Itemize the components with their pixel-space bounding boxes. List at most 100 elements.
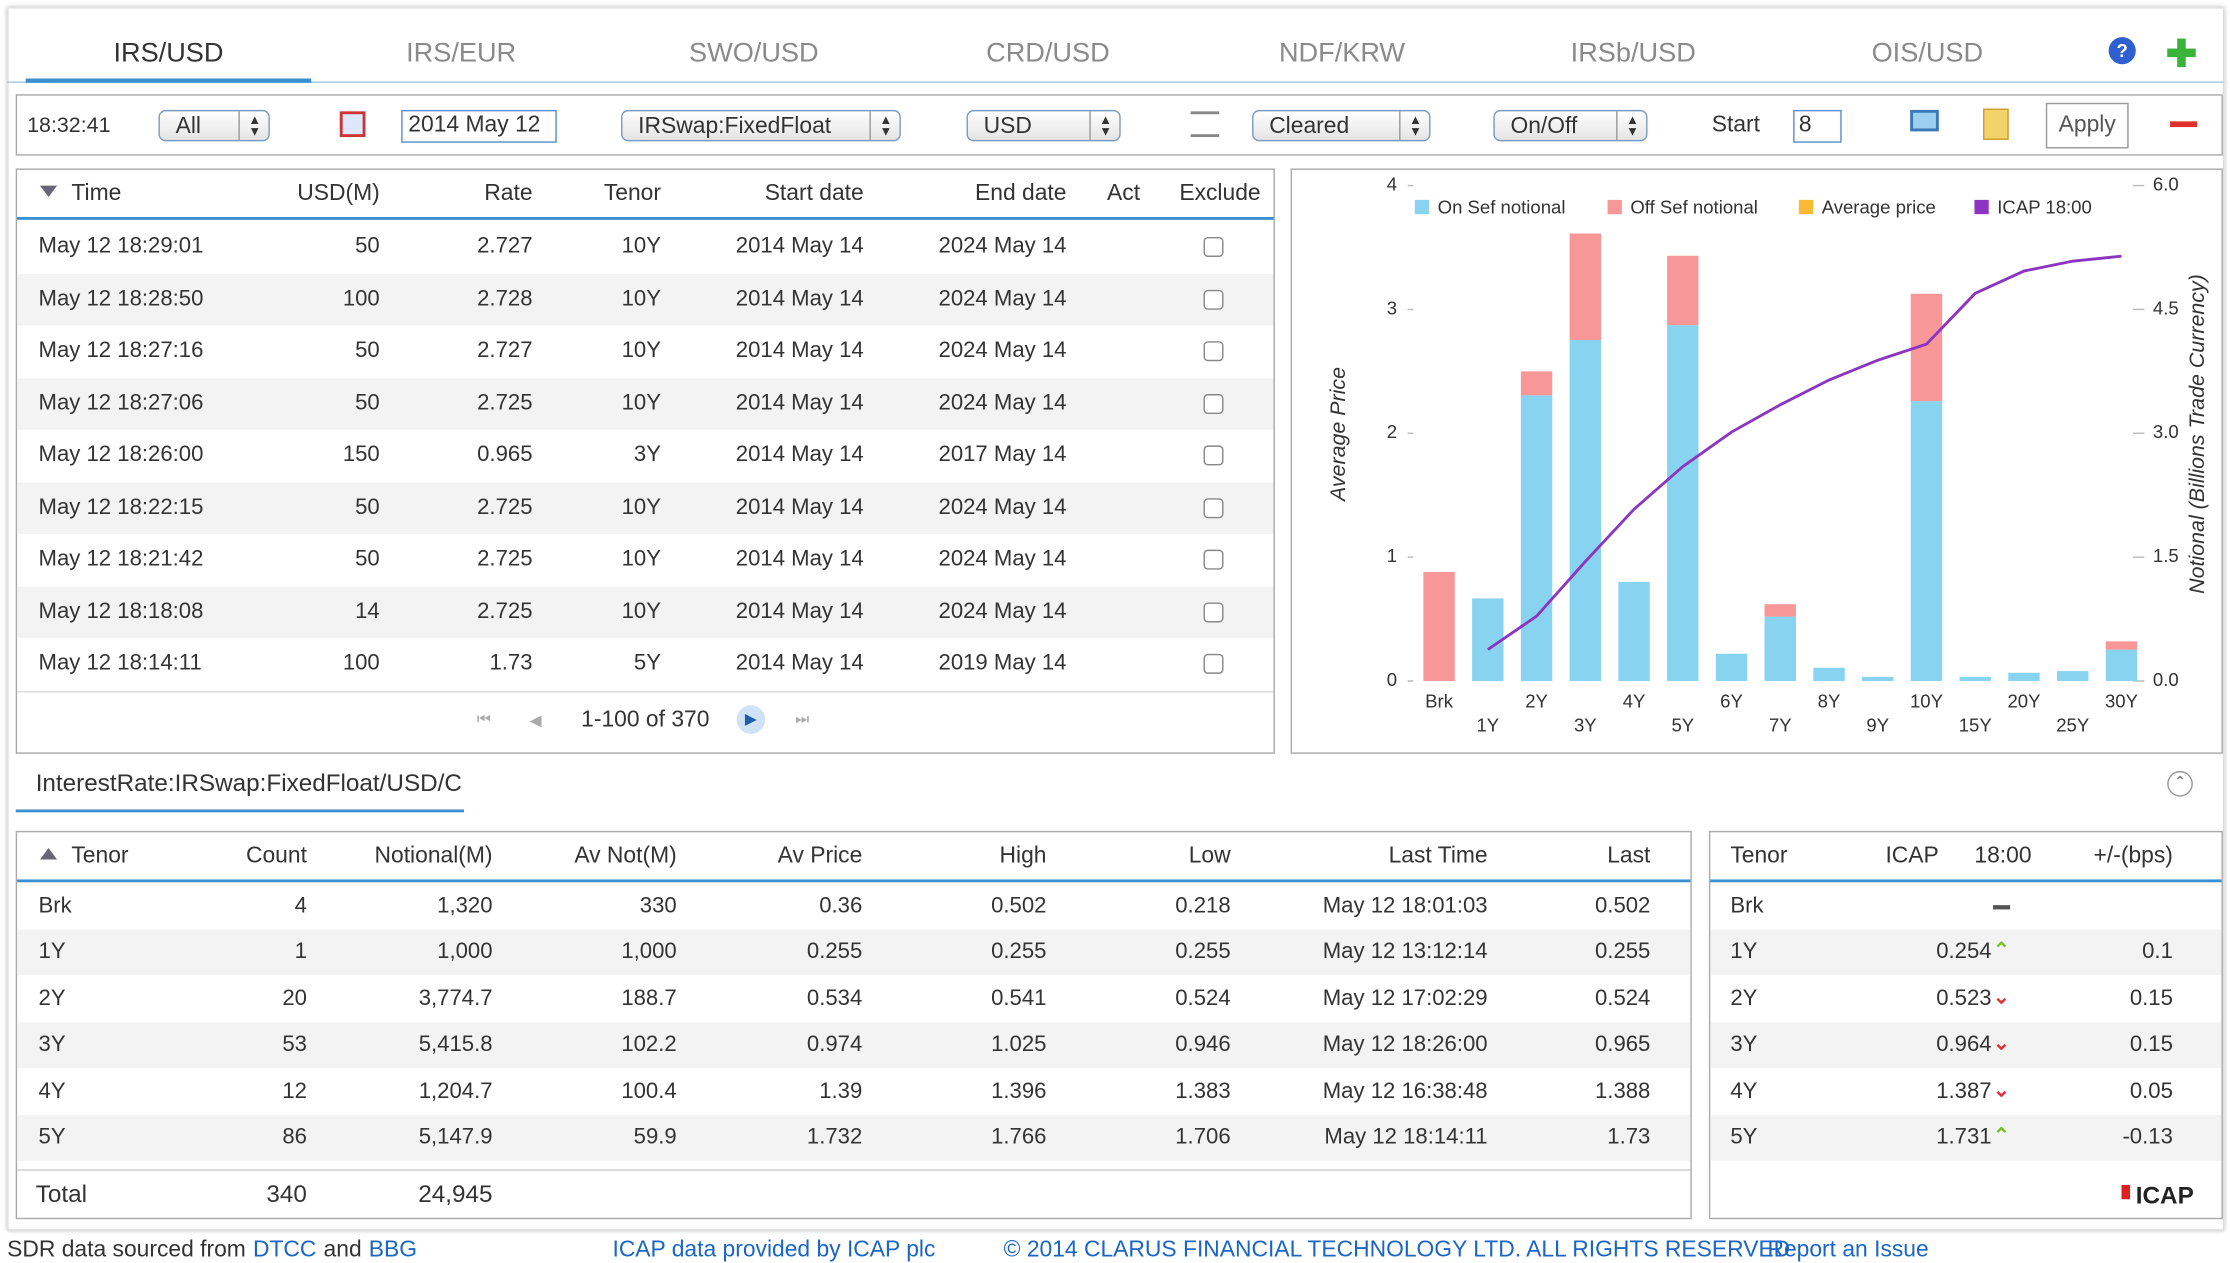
cell: 2017 May 14 (938, 442, 1067, 467)
last-page[interactable]: ⏭ (795, 710, 810, 729)
footer-text[interactable]: DTCC (252, 1237, 317, 1263)
exclude-checkbox[interactable] (1203, 497, 1224, 518)
subtitle-underline (15, 809, 464, 813)
bar (2057, 671, 2089, 681)
select-arrow (1399, 111, 1401, 140)
footer-link[interactable]: Report an Issue (1767, 1237, 1929, 1263)
prev-page[interactable]: ◀ (529, 712, 542, 730)
note-icon[interactable] (1983, 108, 2009, 140)
exclude-checkbox[interactable] (1203, 236, 1224, 257)
tab[interactable]: NDF/KRW (1278, 38, 1406, 69)
tab[interactable]: CRD/USD (986, 38, 1110, 69)
footer-text[interactable]: BBG (368, 1237, 418, 1263)
column-header: Av Price (777, 843, 863, 869)
cell: 3Y (38, 1032, 66, 1057)
tab[interactable]: OIS/USD (1871, 38, 1984, 69)
start-input[interactable] (1793, 109, 1842, 143)
x-tick-label: 9Y (1866, 715, 1889, 736)
exclude-checkbox[interactable] (1203, 601, 1224, 622)
cell: 0.255 (806, 939, 863, 965)
cell: 0.964 (1936, 1032, 1992, 1057)
cell: 1.732 (806, 1124, 863, 1150)
exclude-checkbox[interactable] (1203, 341, 1224, 362)
y2-tick-label: 4.5 (2153, 297, 2179, 318)
cell: May 12 18:18:08 (38, 598, 204, 624)
cell: 2024 May 14 (938, 546, 1067, 572)
tab[interactable]: IRSb/USD (1570, 38, 1696, 69)
select[interactable] (1252, 109, 1431, 142)
filter-icon[interactable] (1190, 111, 1220, 138)
select-value[interactable]: All (175, 114, 201, 139)
select-arrow (238, 111, 240, 140)
row-stripe (17, 377, 1274, 430)
cell: May 12 18:29:01 (38, 234, 204, 259)
trend-arrow: ⌃ (1993, 938, 2010, 962)
select[interactable] (621, 109, 901, 142)
select[interactable] (966, 109, 1121, 142)
header-rule (17, 879, 1691, 883)
cell: 0.15 (2129, 1032, 2173, 1057)
cell: 1,000 (621, 939, 677, 965)
cell: 330 (639, 893, 677, 918)
row-stripe (17, 273, 1274, 325)
select[interactable] (158, 109, 270, 142)
select-value[interactable]: USD (983, 114, 1032, 139)
select-value[interactable]: IRSwap:FixedFloat (638, 114, 832, 139)
y-tick-label: 0 (1387, 669, 1397, 690)
cell: 10Y (621, 598, 662, 624)
frame (7, 7, 2225, 1231)
apply-button[interactable] (2045, 102, 2129, 149)
remove-icon[interactable] (2170, 121, 2198, 128)
date-value[interactable]: 2014 May 12 (408, 112, 541, 138)
footer-text: © 2014 CLARUS FINANCIAL TECHNOLOGY LTD. … (1003, 1237, 1791, 1263)
cell: 1,320 (437, 893, 493, 918)
select-caret: ▲ ▼ (1409, 112, 1422, 139)
cell: 2Y (1730, 986, 1758, 1011)
bar (1764, 616, 1796, 681)
bar (1569, 233, 1602, 340)
x-tick-label: 3Y (1574, 715, 1597, 736)
cell: 100.4 (621, 1078, 677, 1104)
select-value[interactable]: Cleared (1269, 114, 1350, 139)
cell: May 12 18:01:03 (1322, 893, 1488, 918)
bar (2105, 641, 2138, 650)
bar (1764, 604, 1796, 617)
header-rule (1710, 879, 2222, 883)
bar (1618, 581, 1650, 681)
first-page[interactable]: ⏮ (476, 710, 491, 729)
cell: 2024 May 14 (938, 494, 1067, 519)
date-input[interactable] (401, 109, 557, 143)
header-rule (17, 217, 1274, 220)
total-cell: 24,945 (418, 1180, 493, 1208)
add-icon[interactable] (2167, 38, 2196, 68)
select-value[interactable]: On/Off (1510, 114, 1578, 139)
pager-rule (17, 690, 1274, 693)
x-tick-label: 20Y (2007, 690, 2040, 711)
no-value (1993, 905, 2011, 910)
tab[interactable]: SWO/USD (689, 38, 819, 69)
cell: 0.255 (991, 939, 1047, 965)
exclude-checkbox[interactable] (1203, 289, 1224, 310)
tab[interactable]: IRS/EUR (406, 38, 517, 69)
exclude-checkbox[interactable] (1203, 653, 1224, 674)
x-tick-label: 30Y (2105, 690, 2138, 711)
help-icon[interactable]: ? (2108, 37, 2136, 65)
exclude-checkbox[interactable] (1203, 549, 1224, 570)
cell: 86 (282, 1124, 307, 1150)
exclude-checkbox[interactable] (1203, 445, 1224, 466)
row-stripe (1710, 929, 2222, 976)
footer-link[interactable]: ICAP data provided by ICAP plc (612, 1237, 936, 1263)
cell: 2014 May 14 (735, 442, 864, 467)
start-value[interactable]: 8 (1798, 112, 1812, 138)
exclude-checkbox[interactable] (1203, 393, 1224, 414)
bar (1423, 572, 1455, 681)
tab[interactable]: IRS/USD (113, 38, 224, 69)
apply-label[interactable]: Apply (2058, 112, 2116, 138)
monitor-icon[interactable] (1910, 109, 1939, 132)
cell: 1.388 (1594, 1078, 1651, 1104)
next-page[interactable]: ▶ (736, 705, 766, 734)
select[interactable] (1493, 109, 1648, 142)
calendar-icon[interactable] (339, 111, 366, 138)
collapse-icon[interactable]: ⌃ (2167, 770, 2193, 797)
cell: 50 (355, 338, 380, 363)
